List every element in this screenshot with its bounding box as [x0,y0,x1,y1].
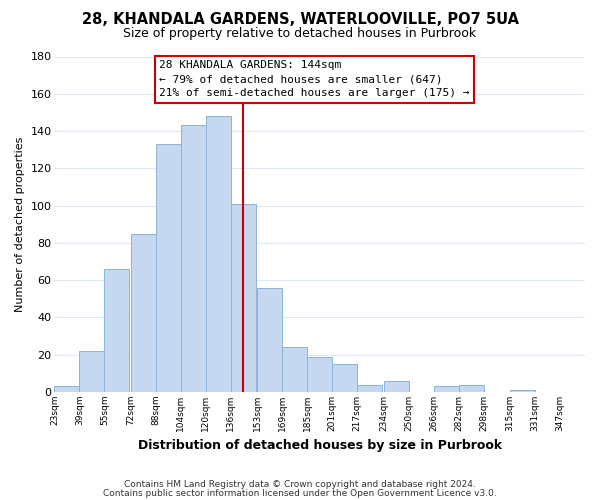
Bar [458,384,484,392]
Bar [510,390,535,392]
Y-axis label: Number of detached properties: Number of detached properties [15,136,25,312]
Bar [231,204,256,392]
Bar [206,116,231,392]
Bar [79,351,104,392]
Bar [55,386,79,392]
Bar [307,356,332,392]
Bar [282,348,307,392]
Text: 28 KHANDALA GARDENS: 144sqm
← 79% of detached houses are smaller (647)
21% of se: 28 KHANDALA GARDENS: 144sqm ← 79% of det… [159,60,470,98]
Bar [104,269,130,392]
Text: Contains public sector information licensed under the Open Government Licence v3: Contains public sector information licen… [103,488,497,498]
Bar [156,144,181,392]
X-axis label: Distribution of detached houses by size in Purbrook: Distribution of detached houses by size … [137,440,502,452]
Text: Contains HM Land Registry data © Crown copyright and database right 2024.: Contains HM Land Registry data © Crown c… [124,480,476,489]
Bar [384,381,409,392]
Bar [257,288,282,392]
Text: Size of property relative to detached houses in Purbrook: Size of property relative to detached ho… [124,28,476,40]
Bar [181,126,206,392]
Bar [131,234,156,392]
Bar [332,364,357,392]
Bar [357,384,382,392]
Text: 28, KHANDALA GARDENS, WATERLOOVILLE, PO7 5UA: 28, KHANDALA GARDENS, WATERLOOVILLE, PO7… [82,12,518,28]
Bar [434,386,458,392]
